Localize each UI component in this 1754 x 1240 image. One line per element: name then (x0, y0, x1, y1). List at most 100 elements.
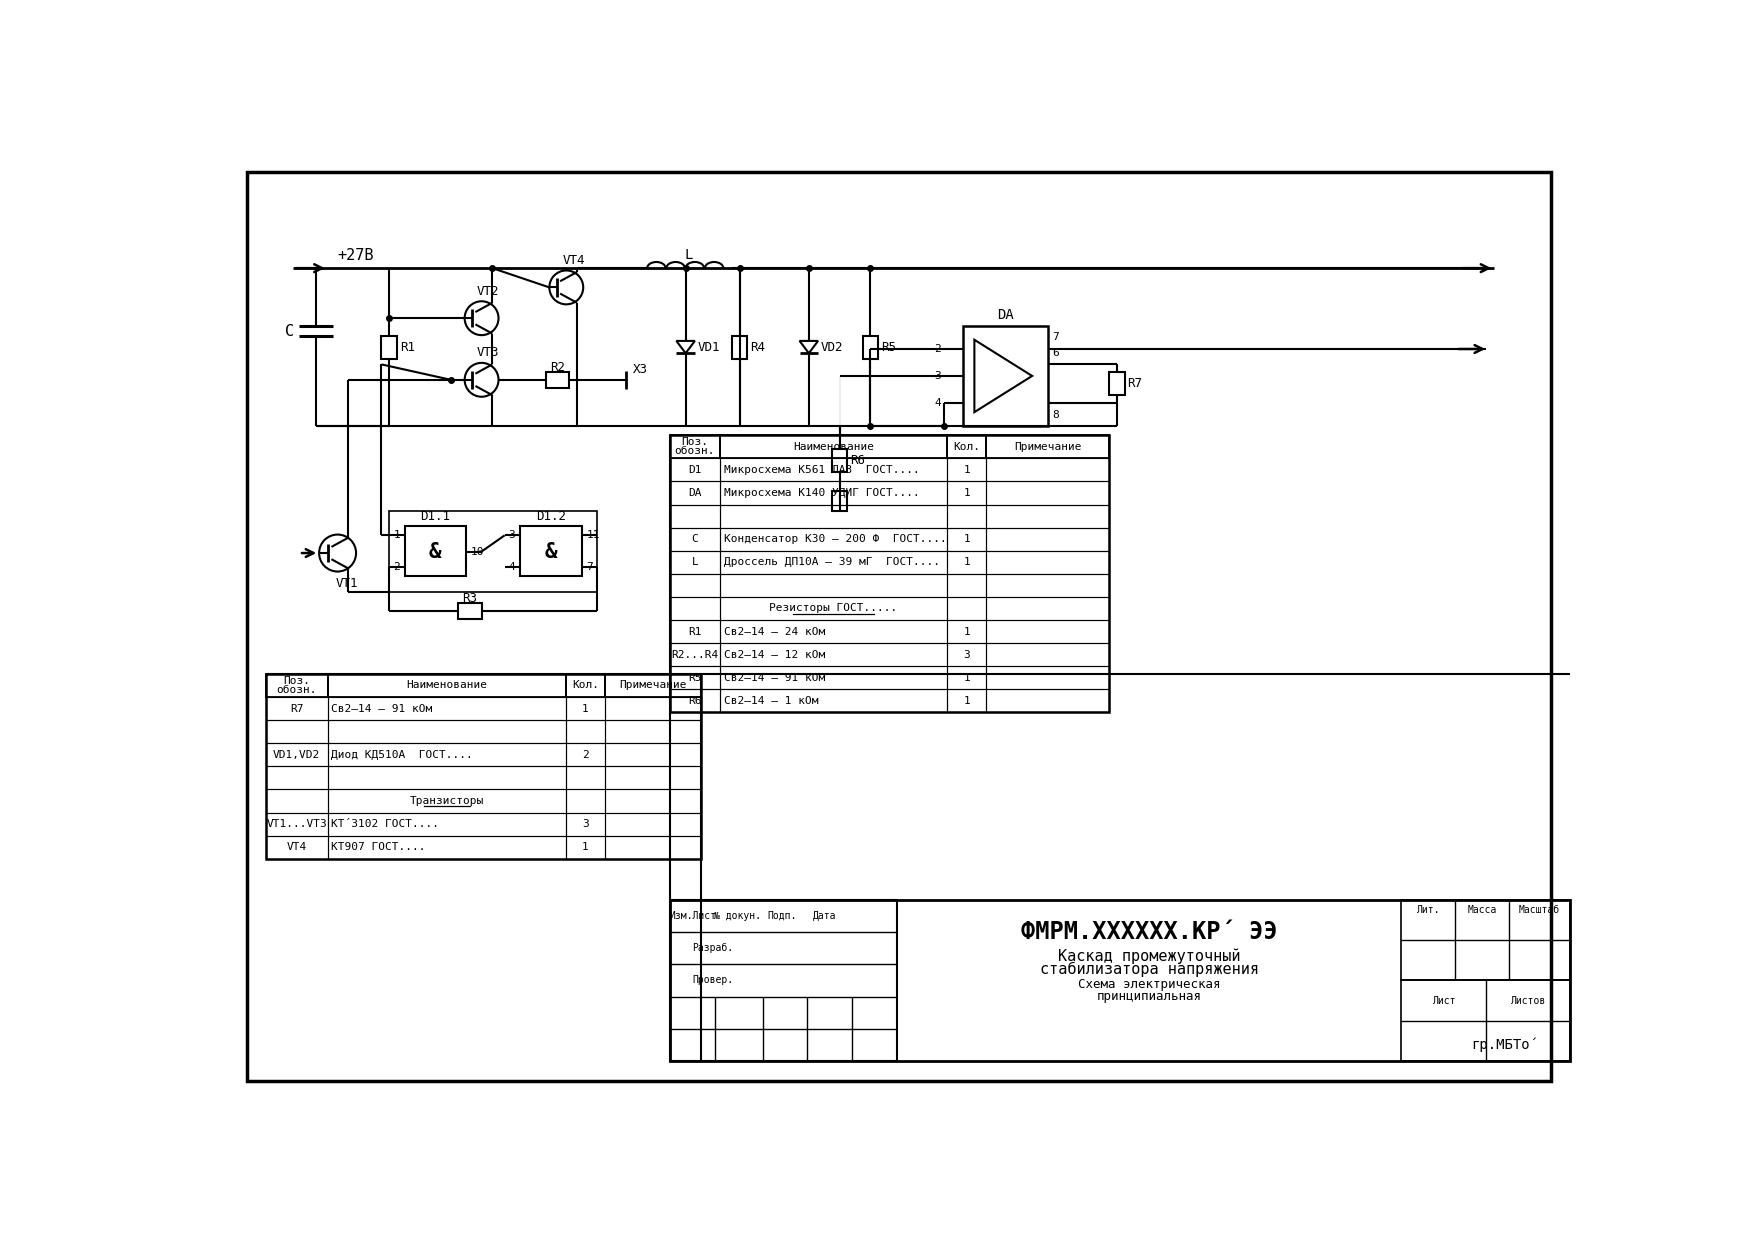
Text: Дата: Дата (812, 910, 837, 921)
Text: Св2–14 – 24 кОм: Св2–14 – 24 кОм (724, 626, 826, 636)
Text: &: & (430, 542, 442, 562)
Bar (567, 720, 605, 743)
Text: Схема электрическая: Схема электрическая (1079, 978, 1221, 991)
Text: VT2: VT2 (477, 285, 498, 298)
Text: 7: 7 (586, 562, 593, 572)
Bar (721, 574, 947, 596)
Bar (947, 620, 986, 644)
Text: Наименование: Наименование (407, 681, 488, 691)
Text: Изм.Лист: Изм.Лист (668, 910, 716, 921)
Text: Св2–14 – 91 кОм: Св2–14 – 91 кОм (724, 673, 826, 683)
Bar (1401, 899, 1570, 981)
Text: 1: 1 (963, 696, 970, 706)
Bar (986, 481, 1109, 505)
Text: Кол.: Кол. (952, 441, 980, 451)
Bar (721, 481, 947, 505)
Bar (670, 899, 898, 1061)
Bar (267, 790, 328, 812)
Bar (328, 697, 567, 720)
Text: Примечание: Примечание (1014, 441, 1080, 451)
Text: 3: 3 (963, 650, 970, 660)
Bar (267, 836, 328, 859)
Bar (605, 720, 702, 743)
Text: L: L (691, 557, 698, 567)
Text: 4: 4 (509, 562, 516, 572)
Bar (605, 697, 702, 720)
Text: R2...R4: R2...R4 (672, 650, 719, 660)
Bar (986, 435, 1109, 459)
Text: 6: 6 (1052, 348, 1059, 358)
Bar (947, 666, 986, 689)
Text: VT3: VT3 (477, 346, 498, 360)
Bar (328, 812, 567, 836)
Text: L: L (684, 248, 693, 262)
Text: Транзисторы: Транзисторы (410, 796, 484, 806)
Text: Св2–14 – 12 кОм: Св2–14 – 12 кОм (724, 650, 826, 660)
Text: VD1,VD2: VD1,VD2 (274, 750, 321, 760)
Bar (986, 666, 1109, 689)
Text: стабилизатора напряжения: стабилизатора напряжения (1040, 962, 1259, 977)
Text: D1: D1 (688, 465, 702, 475)
Text: Масштаб: Масштаб (1519, 905, 1559, 915)
Bar (328, 790, 567, 812)
Bar (986, 620, 1109, 644)
Bar (986, 505, 1109, 528)
Text: 7: 7 (1052, 331, 1059, 342)
Bar (947, 689, 986, 713)
Text: VT1...VT3: VT1...VT3 (267, 820, 328, 830)
Bar (670, 899, 1570, 1061)
Bar (986, 689, 1109, 713)
Text: Масса: Масса (1466, 905, 1496, 915)
Bar (721, 551, 947, 574)
Bar (986, 551, 1109, 574)
Text: C: C (691, 534, 698, 544)
Text: R5: R5 (881, 341, 896, 353)
Text: +27В: +27В (337, 248, 374, 263)
Text: Дроссель ДП10А – 39 мГ  ГОСТ....: Дроссель ДП10А – 39 мГ ГОСТ.... (724, 557, 940, 568)
Text: Х3: Х3 (633, 362, 649, 376)
Bar (567, 673, 605, 697)
Bar (405, 526, 467, 577)
Bar (458, 603, 482, 619)
Text: Микросхема К561 ЛАЗ  ГОСТ....: Микросхема К561 ЛАЗ ГОСТ.... (724, 465, 919, 475)
Bar (986, 528, 1109, 551)
Text: R1: R1 (688, 626, 702, 636)
Text: R7: R7 (289, 703, 303, 713)
Text: DA: DA (996, 308, 1014, 322)
Bar (267, 743, 328, 766)
Bar (328, 836, 567, 859)
Text: 1: 1 (963, 534, 970, 544)
Text: принципиальная: принципиальная (1096, 990, 1201, 1003)
Bar (947, 435, 986, 459)
Bar (605, 743, 702, 766)
Text: 3: 3 (935, 371, 942, 381)
Bar (605, 766, 702, 790)
Text: гр.МБТо́: гр.МБТо́ (1472, 1037, 1538, 1052)
Bar (389, 511, 596, 591)
Bar (731, 336, 747, 358)
Text: Поз.: Поз. (284, 676, 310, 686)
Bar (947, 574, 986, 596)
Bar (721, 644, 947, 666)
Bar (721, 620, 947, 644)
Text: 1: 1 (963, 465, 970, 475)
Text: R4: R4 (751, 341, 765, 353)
Text: Поз.: Поз. (681, 438, 709, 448)
Bar (670, 689, 721, 713)
Bar (670, 435, 721, 459)
Text: 10: 10 (470, 547, 484, 557)
Bar (721, 666, 947, 689)
Bar (670, 596, 721, 620)
Bar (670, 528, 721, 551)
Text: 2: 2 (582, 750, 589, 760)
Bar (721, 505, 947, 528)
Bar (721, 459, 947, 481)
Bar (670, 620, 721, 644)
Bar (267, 766, 328, 790)
Text: КТ́3102 ГОСТ....: КТ́3102 ГОСТ.... (332, 820, 440, 830)
Bar (986, 459, 1109, 481)
Bar (963, 326, 1047, 427)
Text: DA: DA (688, 489, 702, 498)
Bar (831, 491, 847, 511)
Text: Св2–14 – 1 кОм: Св2–14 – 1 кОм (724, 696, 819, 706)
